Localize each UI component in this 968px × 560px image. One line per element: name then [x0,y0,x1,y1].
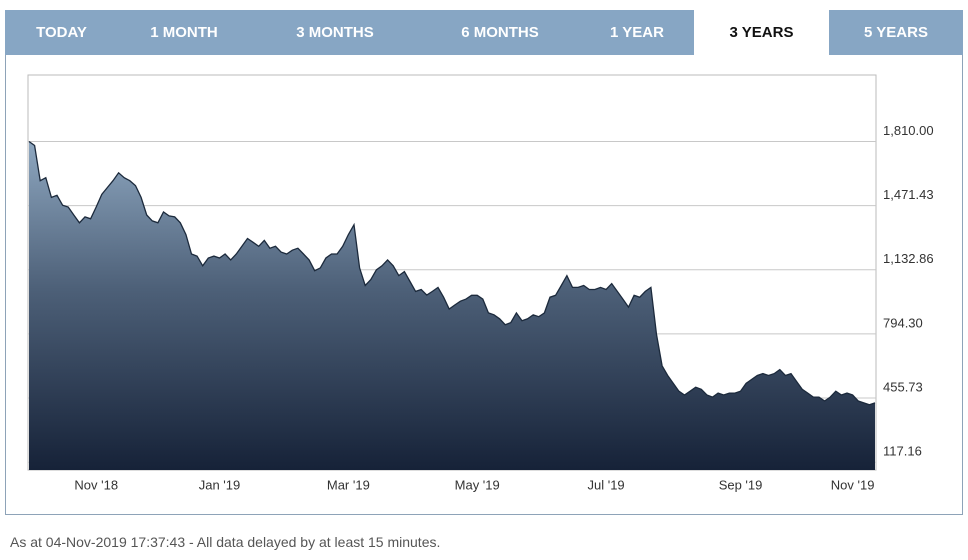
price-line [28,140,876,406]
y-tick-label: 1,471.43 [883,187,934,202]
area-fill [29,141,875,470]
x-tick-label: Sep '19 [719,477,763,492]
footer-note: As at 04-Nov-2019 17:37:43 - All data de… [10,534,441,550]
x-tick-label: Jul '19 [587,477,624,492]
range-tab[interactable]: 1 YEAR [610,24,664,41]
range-tab[interactable]: 3 MONTHS [296,24,374,41]
x-tick-label: Nov '19 [831,477,875,492]
range-tab[interactable]: 5 YEARS [864,24,928,41]
y-tick-label: 117.16 [883,444,922,459]
range-tab[interactable]: 3 YEARS [694,10,829,55]
chart-panel: 117.16 455.73 794.30 1,132.86 1,471.43 1,810.… [5,55,963,515]
range-tabs: TODAY 1 MONTH 3 MONTHS 6 MONTHS 1 YEAR 3 YEAR… [5,10,963,55]
x-tick-label: Jan '19 [199,477,241,492]
x-tick-label: Mar '19 [327,477,370,492]
y-tick-label: 1,810.00 [883,123,934,138]
y-tick-label: 1,132.86 [883,251,934,266]
range-tab[interactable]: 6 MONTHS [461,24,539,41]
x-tick-label: Nov '18 [74,477,118,492]
y-tick-label: 794.30 [883,315,923,330]
chart: 117.16 455.73 794.30 1,132.86 1,471.43 1,810.… [27,74,934,492]
range-tab[interactable]: TODAY [36,24,87,41]
range-tab[interactable]: 1 MONTH [150,24,218,41]
y-tick-label: 455.73 [883,379,923,394]
x-tick-label: May '19 [455,477,500,492]
